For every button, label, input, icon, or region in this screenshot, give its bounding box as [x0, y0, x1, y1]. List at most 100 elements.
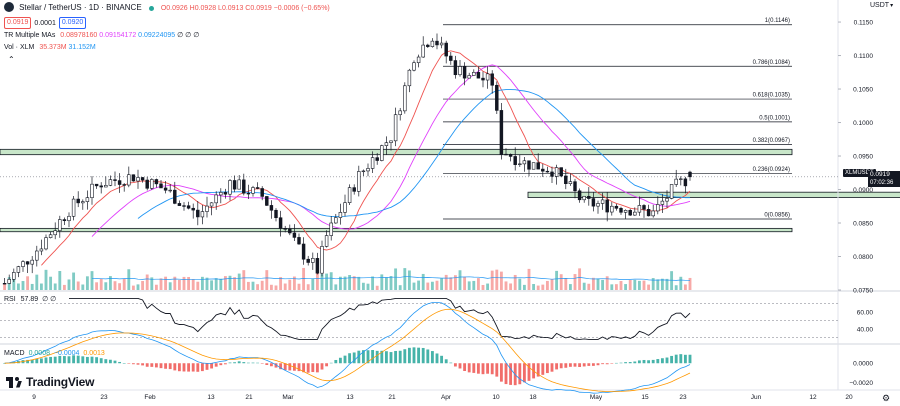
symbol-title[interactable]: Stellar / TetherUS · 1D · BINANCE — [19, 3, 142, 12]
volume-bar — [499, 271, 503, 290]
candle-body — [58, 219, 62, 231]
candle-body — [623, 209, 628, 213]
volume-bar — [292, 276, 296, 290]
volume-bar — [104, 282, 108, 290]
macd-legend[interactable]: MACD 0.0008 −0.0004 0.0013 — [4, 347, 105, 361]
macd-histogram-bar — [145, 363, 149, 367]
volume-bar — [605, 276, 609, 290]
chevron-down-icon: ▾ — [890, 3, 894, 9]
candle-body — [99, 185, 103, 188]
macd-histogram-bar — [398, 350, 402, 364]
candle-body — [301, 243, 306, 260]
volume-bar — [191, 279, 195, 290]
macd-histogram-bar — [311, 363, 315, 373]
candle-body — [177, 203, 182, 206]
volume-bar — [683, 284, 687, 290]
candle-body — [587, 195, 591, 199]
candle-body — [320, 246, 324, 274]
candle-body — [159, 183, 163, 189]
candle-body — [196, 209, 200, 218]
candle-body — [85, 197, 90, 202]
volume-bar — [302, 267, 306, 290]
candle-body — [591, 198, 596, 207]
candle-body — [476, 72, 481, 79]
macd-histogram-bar — [228, 362, 232, 364]
volume-bar — [348, 275, 352, 290]
macd-histogram-bar — [306, 363, 310, 373]
volume-bar — [16, 283, 20, 290]
candle-body — [292, 232, 297, 238]
volume-bar — [62, 284, 66, 290]
volume-bar — [651, 278, 655, 290]
collapse-legend-icon[interactable]: ⌃ — [8, 55, 15, 64]
volume-bar — [26, 276, 30, 290]
fib-level-label: 1(0.1146) — [765, 18, 790, 24]
macd-histogram-bar — [476, 363, 480, 374]
candle-body — [605, 199, 609, 213]
macd-histogram-bar — [44, 357, 48, 364]
candle-body — [637, 205, 642, 213]
candle-body — [508, 153, 513, 157]
candle-body — [614, 205, 619, 209]
volume-bar — [67, 279, 71, 290]
rsi-legend[interactable]: RSI 57.89 ∅ ∅ — [4, 293, 56, 307]
macd-histogram-bar — [660, 358, 664, 364]
macd-histogram-bar — [458, 363, 462, 369]
candle-body — [334, 217, 338, 224]
volume-bar — [647, 284, 651, 290]
candle-body — [182, 205, 186, 207]
candle-body — [467, 75, 471, 79]
volume-bar — [315, 270, 319, 290]
macd-histogram-bar — [113, 360, 117, 364]
macd-histogram-bar — [237, 361, 241, 364]
macd-histogram-bar — [338, 357, 342, 364]
macd-histogram-bar — [637, 360, 641, 364]
tradingview-brand[interactable]: TradingView — [6, 374, 94, 390]
macd-histogram-bar — [141, 363, 145, 366]
sell-button[interactable]: 0.0919 — [4, 17, 32, 29]
candle-body — [306, 258, 310, 263]
macd-histogram-bar — [205, 363, 209, 370]
candle-body — [683, 178, 688, 187]
candle-body — [435, 40, 439, 46]
macd-histogram-bar — [67, 356, 71, 364]
ma-mid-line — [91, 64, 691, 237]
candle-body — [265, 196, 269, 206]
macd-histogram-bar — [619, 362, 623, 364]
candle-body — [67, 215, 71, 222]
candle-body — [439, 42, 444, 46]
candle-body — [430, 40, 435, 47]
currency-selector[interactable]: USDT▾ — [870, 1, 893, 11]
brand-name: TradingView — [26, 375, 95, 389]
volume-bar — [398, 285, 402, 290]
volume-legend[interactable]: Vol · XLM 35.373M 31.152M — [4, 41, 96, 55]
volume-bar — [610, 284, 614, 290]
candle-body — [633, 211, 637, 216]
gear-icon[interactable]: ⚙ — [882, 393, 891, 403]
candle-body — [559, 167, 563, 177]
macd-histogram-bar — [131, 363, 135, 365]
macd-histogram-bar — [688, 354, 692, 364]
buy-button[interactable]: 0.0920 — [58, 17, 87, 29]
macd-histogram-bar — [154, 363, 158, 368]
volume-bar — [136, 284, 140, 290]
macd-histogram-bar — [200, 363, 204, 372]
candle-body — [214, 194, 218, 204]
candle-body — [343, 202, 347, 213]
macd-histogram-bar — [288, 363, 292, 371]
ma-legend[interactable]: TR Multiple MAs 0.08978160 0.09154172 0.… — [4, 29, 199, 43]
macd-histogram-bar — [407, 347, 411, 364]
macd-histogram-bar — [53, 356, 57, 364]
candle-body — [646, 209, 651, 217]
macd-histogram-bar — [683, 354, 687, 364]
macd-histogram-bar — [127, 363, 131, 364]
macd-histogram-bar — [182, 363, 186, 372]
candle-body — [25, 261, 30, 265]
stellar-logo-icon — [4, 2, 14, 13]
macd-histogram-bar — [472, 363, 476, 373]
candle-body — [76, 198, 80, 204]
time-tick-label: Apr — [441, 394, 452, 401]
candle-body — [219, 192, 223, 196]
macd-histogram-bar — [352, 352, 356, 364]
